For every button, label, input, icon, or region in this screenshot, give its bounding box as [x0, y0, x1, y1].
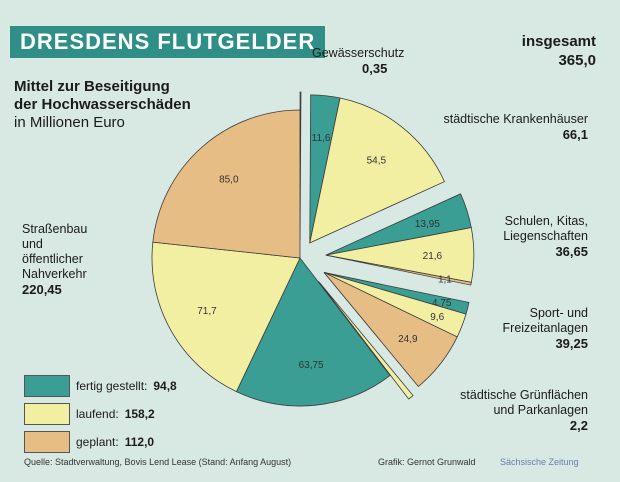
category-name-line4: Nahverkehr [22, 267, 87, 281]
legend-value: 158,2 [124, 407, 155, 421]
legend-swatch [24, 375, 70, 397]
source-note: Quelle: Stadtverwaltung, Bovis Lend Leas… [24, 457, 292, 467]
graphic-credit: Grafik: Gernot Grunwald [378, 457, 476, 467]
slice-value-label: 71,7 [197, 306, 217, 317]
category-name-line2: Freizeitanlagen [502, 321, 588, 335]
category-label-gewaesserschutz: Gewässerschutz 0,35 [312, 46, 404, 76]
category-name: Schulen, Kitas, [504, 214, 588, 228]
legend-item-geplant: geplant: 112,0 [24, 430, 177, 454]
slice-value-label: 85,0 [219, 175, 239, 186]
slice-value-label: 4,75 [432, 298, 452, 309]
slice-value-label: 63,75 [299, 360, 324, 371]
total-label: insgesamt [521, 33, 596, 50]
category-name-line3: öffentlicher [22, 252, 83, 266]
category-name: Sport- und [529, 306, 588, 320]
category-value: 220,45 [22, 282, 62, 297]
chart-title: DRESDENS FLUTGELDER [10, 26, 326, 58]
category-name-line2: Liegenschaften [503, 229, 588, 243]
slice-value-label: 11,6 [312, 133, 331, 144]
category-name-line2: und [22, 237, 43, 251]
category-name-line2: und Parkanlagen [493, 403, 588, 417]
category-value: 66,1 [562, 127, 588, 142]
category-value: 2,2 [569, 418, 588, 433]
category-name: Straßenbau [22, 222, 88, 236]
slice-value-label: 21,6 [423, 251, 443, 262]
legend-item-laufend: laufend: 158,2 [24, 402, 177, 426]
legend-label: laufend: [76, 407, 119, 421]
category-name: Gewässerschutz [312, 46, 405, 60]
legend: fertig gestellt: 94,8 laufend: 158,2 gep… [24, 374, 177, 458]
legend-swatch [24, 431, 70, 453]
slice-value-label: 24,9 [398, 334, 418, 345]
pie-slice [151, 241, 301, 393]
slice-value-label: 54,5 [367, 156, 387, 167]
category-label-schulen: Schulen, Kitas, Liegenschaften 36,65 [503, 214, 588, 259]
slice-value-label: 9,6 [430, 312, 444, 323]
category-name: städtische Grünflächen [460, 388, 588, 402]
category-label-sport: Sport- und Freizeitanlagen 39,25 [503, 306, 588, 351]
pie-slice [323, 272, 458, 388]
slice-value-label: 1,1 [438, 275, 452, 286]
category-label-gruenflaechen: städtische Grünflächen und Parkanlagen 2… [460, 388, 588, 433]
unit-label: in Millionen Euro [14, 114, 125, 131]
legend-swatch [24, 403, 70, 425]
category-value: 39,25 [555, 336, 588, 351]
legend-value: 94,8 [153, 379, 177, 393]
pie-slice [235, 257, 391, 407]
subtitle-line-2: der Hochwasserschäden [14, 96, 191, 113]
pie-slice [325, 254, 472, 286]
subtitle-line-1: Mittel zur Beseitigung [14, 78, 170, 95]
legend-label: geplant: [76, 435, 119, 449]
pie-slice [318, 281, 414, 400]
legend-item-fertig: fertig gestellt: 94,8 [24, 374, 177, 398]
chart-subtitle: Mittel zur Beseitigung der Hochwassersch… [14, 78, 191, 132]
slice-value-label: 13,95 [415, 219, 440, 230]
legend-value: 112,0 [124, 435, 155, 449]
category-name: städtische Krankenhäuser [443, 112, 588, 126]
category-value: 0,35 [362, 61, 388, 76]
category-label-strassenbau: Straßenbau und öffentlicher Nahverkehr 2… [22, 222, 87, 297]
publisher-logo: Sächsische Zeitung [500, 457, 579, 467]
category-label-krankenhaeuser: städtische Krankenhäuser 66,1 [443, 112, 588, 142]
pie-slice [152, 109, 301, 259]
pie-slice [309, 97, 446, 244]
legend-label: fertig gestellt: [76, 379, 148, 393]
category-value: 36,65 [555, 244, 588, 259]
total-block: insgesamt 365,0 [522, 32, 596, 70]
total-value: 365,0 [558, 52, 596, 69]
